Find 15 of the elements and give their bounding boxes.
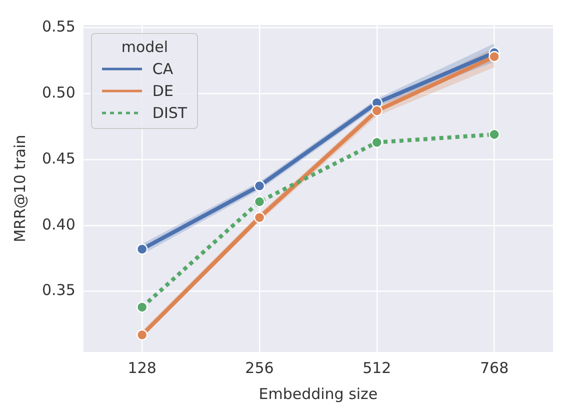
y-tick-label: 0.35 — [42, 281, 76, 300]
legend-label: CA — [152, 59, 174, 80]
y-tick-label: 0.40 — [42, 215, 76, 234]
y-axis-title: MRR@10 train — [10, 134, 29, 242]
legend-label: DIST — [152, 103, 188, 124]
y-tick-label: 0.55 — [42, 18, 76, 36]
legend-title: model — [120, 38, 170, 56]
x-axis-title: Embedding size — [258, 384, 378, 403]
x-tick-label: 256 — [245, 358, 274, 377]
x-tick-label: 512 — [362, 358, 392, 377]
legend-label: DE — [152, 81, 174, 102]
x-tick-label: 128 — [128, 358, 156, 377]
x-tick-label: 768 — [480, 358, 509, 377]
y-tick-label: 0.45 — [42, 149, 76, 168]
y-tick-label: 0.50 — [42, 83, 76, 102]
